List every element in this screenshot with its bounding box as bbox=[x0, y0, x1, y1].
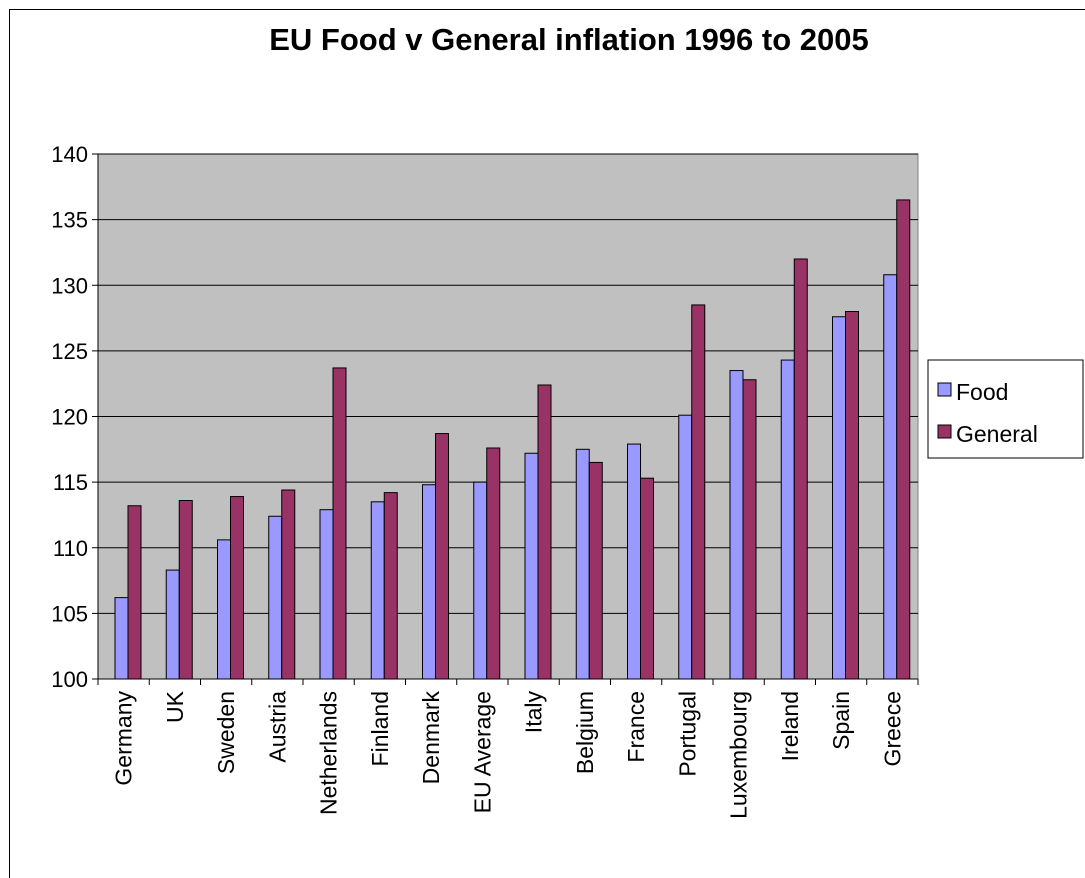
legend-swatch-food bbox=[937, 382, 952, 397]
x-tick-label: Belgium bbox=[572, 691, 598, 774]
x-tick-label: Germany bbox=[111, 691, 137, 786]
axes bbox=[92, 153, 919, 685]
x-tick-label: Denmark bbox=[418, 691, 444, 785]
bar-general-netherlands bbox=[332, 367, 347, 680]
bar-general-portugal bbox=[691, 304, 706, 680]
legend-label-food: Food bbox=[956, 379, 1008, 405]
bar-general-germany bbox=[127, 505, 142, 680]
y-tick-label: 140 bbox=[51, 142, 88, 167]
bar-general-france bbox=[640, 477, 654, 680]
bars bbox=[114, 199, 911, 680]
bar-food-sweden bbox=[217, 539, 231, 680]
bar-food-germany bbox=[114, 597, 129, 680]
bar-food-greece bbox=[883, 274, 898, 680]
x-tick-label: Portugal bbox=[674, 691, 700, 777]
x-tick-label: Luxembourg bbox=[726, 691, 752, 819]
y-tick-labels: 100 105 110 115 120 125 130 135 140 bbox=[51, 142, 88, 692]
bar-food-luxembourg bbox=[729, 370, 744, 680]
bar-general-austria bbox=[281, 489, 296, 680]
y-tick-label: 125 bbox=[51, 339, 88, 364]
bar-general-eu-average bbox=[486, 447, 501, 680]
bar-food-netherlands bbox=[319, 509, 334, 680]
y-tick-label: 110 bbox=[53, 536, 88, 561]
legend: Food General bbox=[927, 359, 1084, 459]
bar-food-denmark bbox=[422, 484, 436, 680]
y-tick-label: 130 bbox=[51, 273, 88, 298]
x-tick-label: Italy bbox=[521, 691, 547, 734]
bar-general-uk bbox=[178, 500, 193, 680]
bar-food-portugal bbox=[678, 414, 693, 680]
x-tick-labels: Germany UK Sweden Austria Netherlands Finland… bbox=[111, 690, 906, 819]
bar-food-france bbox=[627, 443, 641, 680]
y-tick-label: 115 bbox=[53, 470, 88, 495]
y-tick-label: 135 bbox=[51, 208, 88, 233]
x-tick-label: Netherlands bbox=[316, 691, 342, 815]
bar-food-austria bbox=[268, 515, 283, 680]
x-tick-label: Finland bbox=[367, 691, 393, 766]
bar-general-denmark bbox=[435, 433, 449, 680]
legend-label-general: General bbox=[956, 421, 1038, 447]
x-tick-label: Ireland bbox=[777, 691, 803, 761]
bar-general-finland bbox=[383, 492, 398, 680]
x-tick-label: France bbox=[623, 691, 649, 763]
bar-general-greece bbox=[896, 199, 911, 680]
chart-title: EU Food v General inflation 1996 to 2005 bbox=[269, 22, 869, 57]
bar-food-uk bbox=[165, 569, 180, 680]
y-tick-label: 105 bbox=[51, 601, 88, 626]
x-tick-label: Sweden bbox=[213, 691, 239, 774]
bar-food-eu-average bbox=[473, 481, 488, 680]
bar-food-ireland bbox=[780, 359, 795, 680]
bar-food-spain bbox=[832, 316, 846, 680]
bar-food-belgium bbox=[575, 448, 590, 680]
y-tick-label: 120 bbox=[51, 405, 88, 430]
x-tick-label: UK bbox=[162, 690, 188, 723]
x-tick-label: EU Average bbox=[469, 691, 495, 813]
bar-general-luxembourg bbox=[742, 379, 757, 680]
x-tick-label: Spain bbox=[828, 691, 854, 750]
legend-swatch-general bbox=[937, 424, 952, 439]
legend-box bbox=[927, 359, 1084, 459]
bar-general-spain bbox=[845, 311, 859, 680]
bar-general-belgium bbox=[588, 461, 603, 680]
x-tick-label: Austria bbox=[264, 691, 290, 763]
bar-general-sweden bbox=[230, 496, 244, 680]
bar-food-italy bbox=[524, 452, 539, 680]
x-tick-label: Greece bbox=[879, 691, 905, 766]
bar-general-italy bbox=[537, 384, 552, 680]
y-tick-label: 100 bbox=[51, 667, 88, 692]
bar-food-finland bbox=[370, 501, 385, 680]
bar-general-ireland bbox=[793, 258, 808, 680]
